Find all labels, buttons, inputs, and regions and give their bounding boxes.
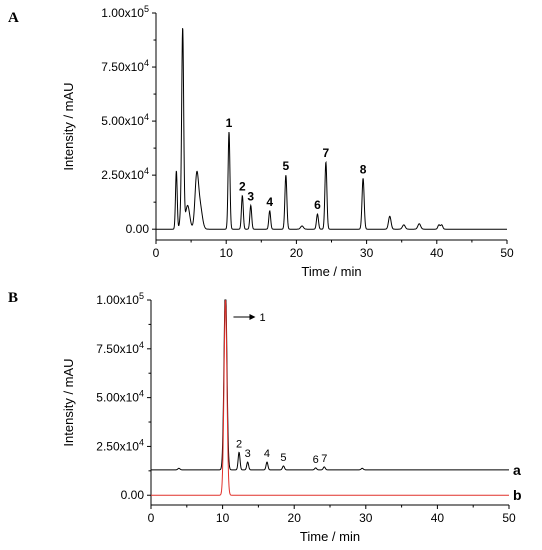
panel-b-chart: 0 10 20 30 40 50 0.00 2.50x104 5.00x104 7.50x104 1… xyxy=(61,291,522,544)
panel-b-peak-label: 5 xyxy=(280,452,286,464)
panel-b-series-label-a: a xyxy=(513,462,521,478)
panel-b-peak-label: 7 xyxy=(321,453,327,465)
panel-b-series-line-b xyxy=(151,300,509,496)
panel-a-peak-label: 3 xyxy=(247,189,254,203)
panel-b-y-tick-label: 7.50x104 xyxy=(96,340,144,356)
panel-a-chart: 0 10 20 30 40 50 0.00 2.50x104 5.00x104 7.50x104 1… xyxy=(61,4,514,279)
panel-a-peak-label: 4 xyxy=(266,195,273,209)
panel-a-letter: A xyxy=(8,10,19,26)
panel-b-x-tick-label: 50 xyxy=(502,511,516,525)
panel-a-y-tick-label: 5.00x104 xyxy=(101,112,149,128)
panel-a-peak-label: 6 xyxy=(314,198,321,212)
panel-b-y-tick-label: 2.50x104 xyxy=(96,437,144,453)
panel-b-peak-label: 6 xyxy=(313,454,319,466)
panel-b-x-axis-title: Time / min xyxy=(300,529,360,544)
panel-b-x-tick-label: 40 xyxy=(431,511,445,525)
panel-b-series-label-b: b xyxy=(513,487,522,503)
panel-a-peak-label: 8 xyxy=(360,162,367,176)
panel-b-peak-label: 4 xyxy=(264,448,270,460)
panel-a-x-tick-label: 10 xyxy=(220,246,234,260)
panel-b-y-tick-label: 5.00x104 xyxy=(96,389,144,405)
panel-a-peak-label: 2 xyxy=(239,180,246,194)
panel-a-peak-label: 7 xyxy=(323,146,330,160)
panel-a-x-tick-label: 20 xyxy=(290,246,304,260)
panel-b-x-tick-label: 30 xyxy=(359,511,373,525)
panel-b-x-tick-label: 10 xyxy=(216,511,230,525)
panel-a-x-tick-label: 40 xyxy=(430,246,444,260)
panel-b-letter: B xyxy=(8,290,18,306)
panel-b-peak-label: 3 xyxy=(245,448,251,460)
panel-a-peak-label: 5 xyxy=(283,159,290,173)
panel-a-x-tick-label: 50 xyxy=(500,246,514,260)
panel-a-x-tick-label: 0 xyxy=(153,246,160,260)
panel-a-y-tick-label: 0.00 xyxy=(126,222,150,236)
panel-a-y-tick-label: 2.50x104 xyxy=(101,166,149,182)
panel-a-series-line xyxy=(156,28,507,230)
panel-a-y-tick-label: 1.00x105 xyxy=(101,4,149,20)
panel-b-y-axis-title: Intensity / mAU xyxy=(61,358,76,446)
panel-b-x-tick-label: 20 xyxy=(288,511,302,525)
panel-b-arrow-head xyxy=(249,314,256,320)
panel-b-x-tick-label: 0 xyxy=(148,511,155,525)
panel-b-series-line-a xyxy=(151,299,509,471)
panel-a-peak-label: 1 xyxy=(226,116,233,130)
panel-a-x-tick-label: 30 xyxy=(360,246,374,260)
panel-a-x-axis-title: Time / min xyxy=(301,264,361,279)
panel-b-peak-label: 2 xyxy=(236,438,242,450)
panel-b-y-tick-label: 0.00 xyxy=(121,488,145,502)
panel-a-y-axis-title: Intensity / mAU xyxy=(61,82,76,170)
panel-b-peak-label: 1 xyxy=(259,312,265,324)
panel-a-y-tick-label: 7.50x104 xyxy=(101,58,149,74)
panel-b-y-tick-label: 1.00x105 xyxy=(96,291,144,307)
